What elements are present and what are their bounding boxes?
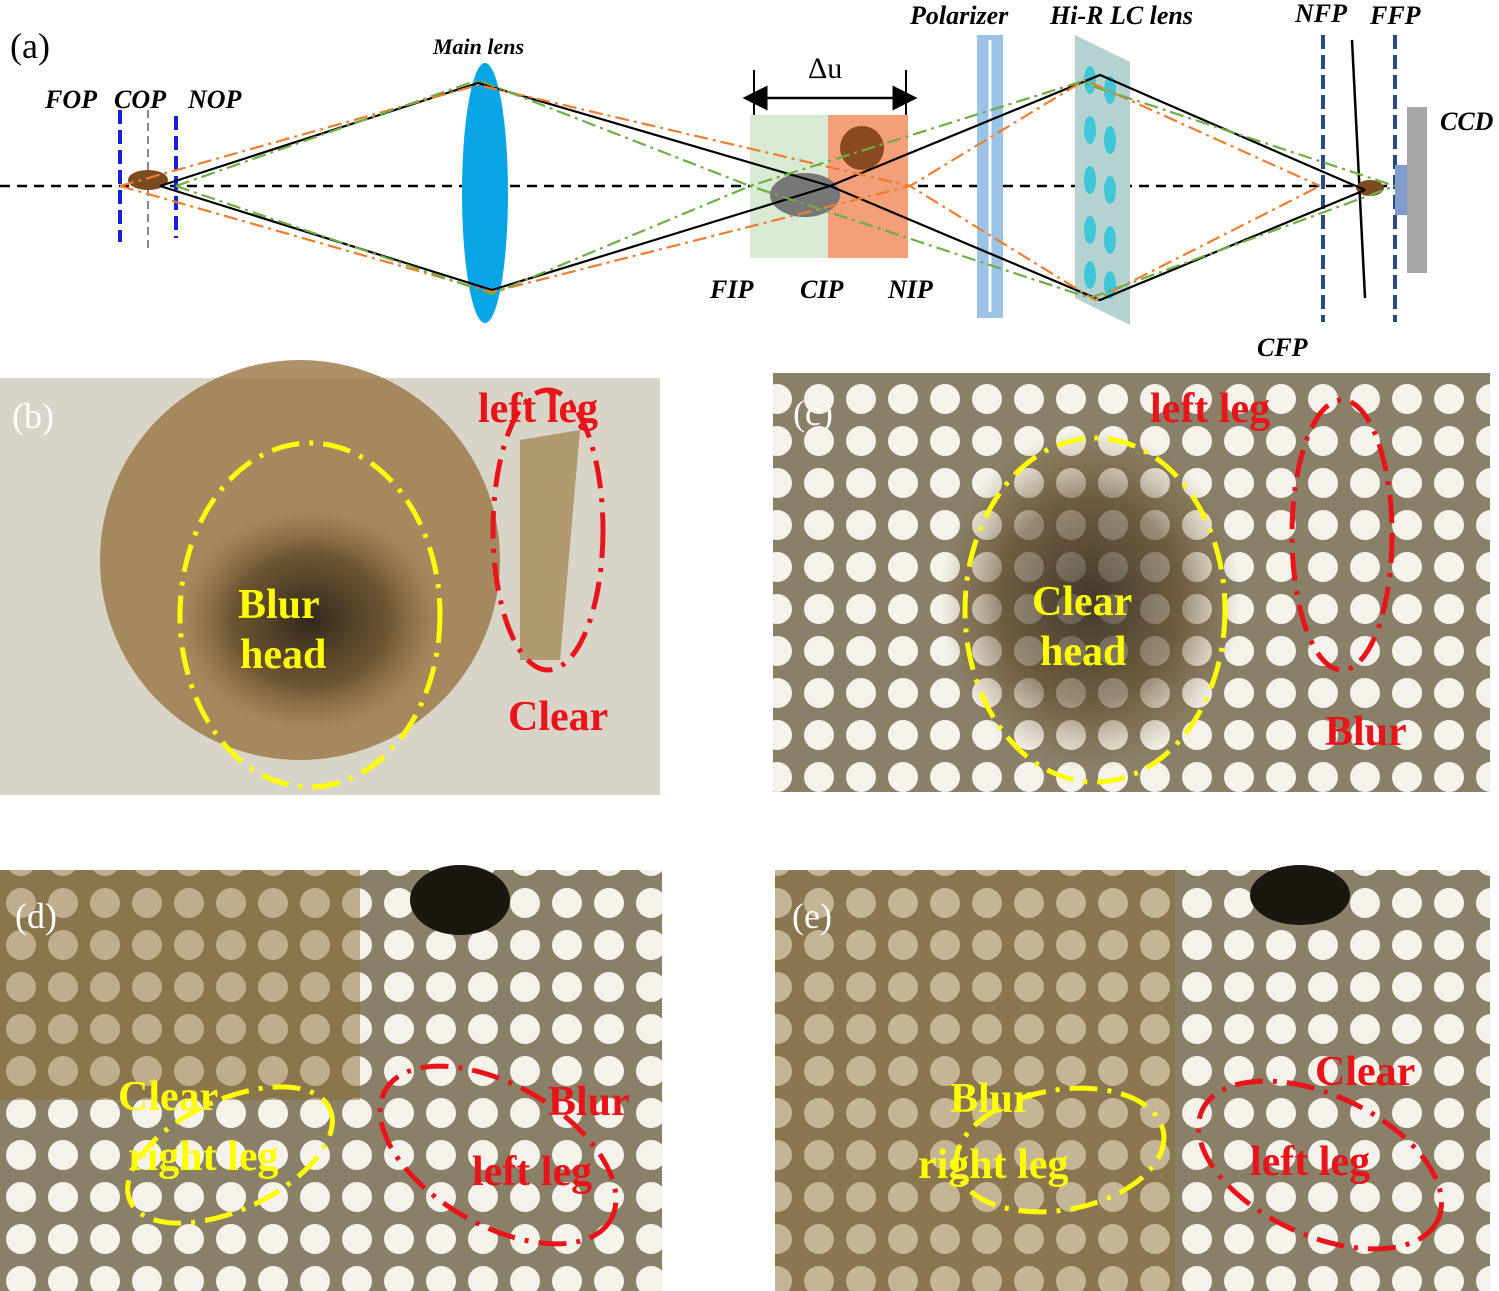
photo-label: head	[1040, 629, 1126, 675]
photo-e: (e) Blur right leg Clear left leg	[775, 865, 1490, 1291]
plane-label: NFP	[1294, 0, 1348, 28]
photo-label: Clear	[118, 1074, 218, 1120]
plane-label: COP	[114, 85, 167, 114]
plane-label: CFP	[1257, 333, 1309, 362]
panel-tag: (a)	[10, 26, 50, 66]
plane-label: NOP	[187, 85, 243, 114]
plane-label: FIP	[709, 275, 754, 304]
photo-label: Blur	[238, 582, 320, 628]
lc-lens-label: Hi-R LC lens	[1049, 1, 1193, 30]
delta-label: Δu	[808, 52, 842, 85]
panel-tag: (d)	[15, 896, 57, 936]
photo-d: (d) Clear right leg Blur left leg	[0, 865, 662, 1291]
lens-label: Main lens	[432, 34, 524, 59]
photo-label: left leg	[478, 386, 598, 432]
photo-label: Blur	[1325, 709, 1407, 755]
plane-label: NIP	[887, 275, 934, 304]
diagram: (a) FOP COP NOP Main lens Δu FIP CIP NIP…	[0, 0, 1494, 362]
plane-label: FOP	[44, 85, 98, 114]
photo-label: left leg	[1150, 386, 1270, 432]
photo-label: right leg	[128, 1134, 278, 1180]
panel-tag: (c)	[793, 393, 833, 433]
photo-label: head	[240, 632, 326, 678]
photo-label: left leg	[472, 1149, 592, 1195]
plane-label: FFP	[1369, 1, 1422, 30]
photo-label: Blur	[950, 1076, 1032, 1122]
plane-label: CIP	[800, 275, 844, 304]
photo-b: (b) left leg Blur head Clear	[0, 360, 660, 795]
panel-tag: (b)	[12, 396, 54, 436]
photo-label: Clear	[1315, 1049, 1415, 1095]
photo-label: Clear	[508, 694, 608, 740]
photo-label: Clear	[1032, 579, 1132, 625]
photo-label: right leg	[918, 1142, 1068, 1188]
ccd-label: CCD	[1440, 107, 1494, 136]
polarizer-label: Polarizer	[909, 1, 1009, 30]
photo-c: (c) left leg Clear head Blur	[773, 373, 1490, 792]
photo-label: left leg	[1250, 1139, 1370, 1185]
photo-label: Blur	[548, 1079, 630, 1125]
panel-tag: (e)	[792, 896, 832, 936]
